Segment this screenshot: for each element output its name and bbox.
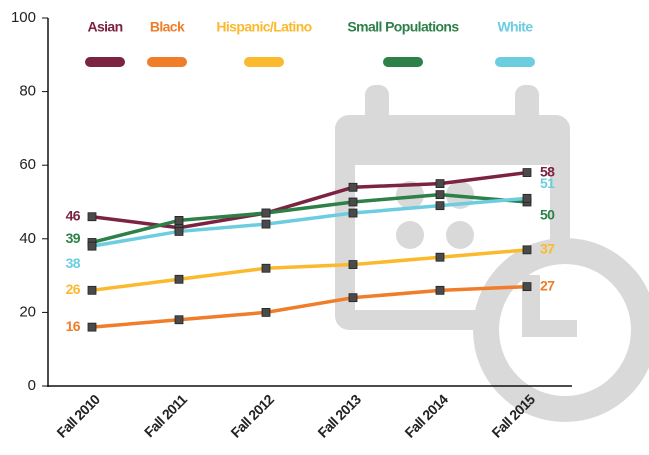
point-marker bbox=[348, 182, 358, 192]
y-tick-label: 60 bbox=[19, 156, 36, 173]
point-marker bbox=[261, 219, 271, 229]
x-tick-label: Fall 2012 bbox=[227, 391, 277, 441]
point-marker bbox=[174, 227, 184, 236]
data-label: 38 bbox=[66, 255, 81, 271]
legend-label: Black bbox=[150, 19, 185, 35]
data-label: 16 bbox=[66, 318, 81, 334]
legend-label: Small Populations bbox=[347, 19, 459, 35]
point-marker bbox=[174, 274, 184, 284]
data-label: 58 bbox=[540, 163, 555, 179]
point-marker bbox=[348, 197, 358, 207]
point-marker bbox=[435, 179, 445, 189]
point-marker bbox=[435, 285, 445, 295]
point-marker bbox=[435, 252, 445, 262]
series-line bbox=[91, 248, 528, 293]
legend-label: White bbox=[497, 19, 533, 35]
point-marker bbox=[87, 212, 97, 222]
point-marker bbox=[435, 190, 445, 200]
legend-label: Asian bbox=[87, 19, 122, 35]
point-marker bbox=[174, 215, 184, 225]
data-label: 37 bbox=[540, 241, 555, 257]
x-tick-label: Fall 2013 bbox=[314, 391, 364, 441]
y-tick-label: 20 bbox=[19, 303, 36, 320]
x-tick-label: Fall 2011 bbox=[141, 391, 190, 440]
point-marker bbox=[261, 208, 271, 218]
point-marker bbox=[522, 282, 532, 292]
y-tick-label: 40 bbox=[19, 230, 36, 247]
point-marker bbox=[87, 322, 97, 332]
point-marker bbox=[348, 260, 358, 269]
y-tick-label: 0 bbox=[28, 377, 36, 394]
data-label: 51 bbox=[540, 175, 555, 191]
point-marker bbox=[261, 307, 271, 317]
series-line bbox=[91, 192, 528, 245]
series-line bbox=[91, 170, 528, 230]
point-marker bbox=[87, 241, 97, 251]
point-marker bbox=[348, 208, 358, 218]
data-label: 27 bbox=[540, 277, 555, 293]
series-line bbox=[91, 196, 528, 248]
point-marker bbox=[261, 263, 271, 273]
data-label: 26 bbox=[66, 281, 81, 297]
point-marker bbox=[87, 285, 97, 295]
series-line bbox=[91, 284, 528, 329]
x-tick-label: Fall 2010 bbox=[53, 391, 103, 441]
point-marker bbox=[522, 245, 532, 255]
data-label: 50 bbox=[540, 207, 555, 223]
calendar-icon bbox=[335, 85, 649, 422]
x-tick-label: Fall 2014 bbox=[401, 391, 451, 441]
y-tick-label: 100 bbox=[11, 9, 36, 26]
point-marker bbox=[174, 315, 184, 325]
point-marker bbox=[522, 168, 532, 177]
point-marker bbox=[522, 193, 532, 203]
data-label: 46 bbox=[66, 207, 81, 223]
y-tick-label: 80 bbox=[19, 83, 36, 100]
legend-label: Hispanic/Latino bbox=[216, 19, 311, 35]
data-label: 39 bbox=[66, 230, 81, 246]
point-marker bbox=[348, 293, 358, 303]
point-marker bbox=[435, 201, 445, 211]
